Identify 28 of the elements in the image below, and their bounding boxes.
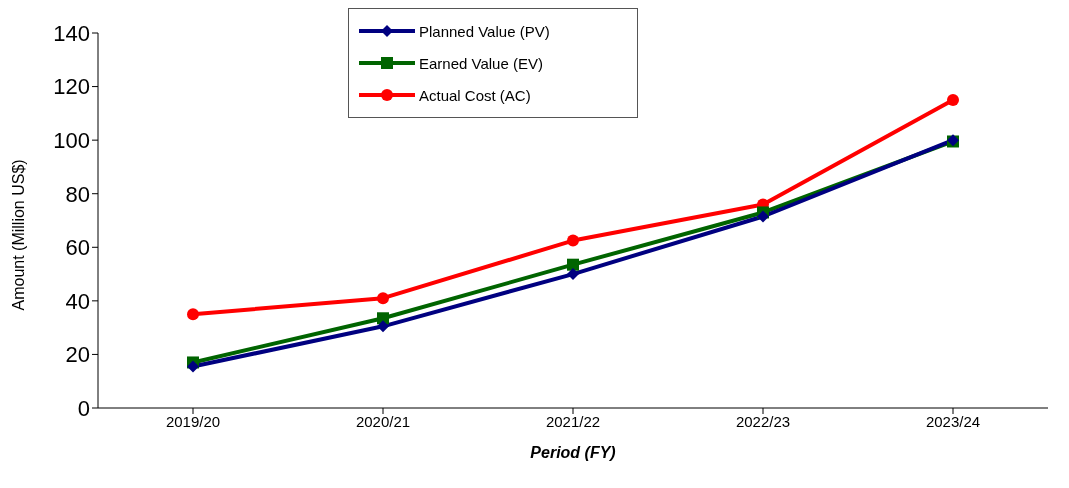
point [947,93,959,106]
x-tick-label: 2021/22 [545,412,601,430]
y-tick-label: 60 [65,235,90,261]
point [567,258,579,271]
legend-label: Planned Value (PV) [419,22,550,40]
legend-label: Actual Cost (AC) [419,86,531,104]
point [757,210,769,223]
y-tick-label: 0 [77,395,90,421]
point [187,360,199,373]
point [187,308,199,321]
y-tick-label: 100 [53,127,90,153]
y-tick-label: 140 [53,20,90,46]
x-tick-label: 2022/23 [735,412,791,430]
x-tick-label: 2019/20 [165,412,221,430]
y-tick-label: 120 [53,74,90,100]
legend-label: Earned Value (EV) [419,54,543,72]
point [567,234,579,247]
point [377,320,389,333]
point [377,312,389,325]
x-tick-label: 2020/21 [355,412,411,430]
y-tick-label: 20 [65,342,90,368]
x-axis-title: Period (FY) [530,444,616,461]
point [377,292,389,305]
y-axis-title: Amount (Million US$) [9,159,27,311]
x-tick-label: 2023/24 [925,412,981,430]
point [567,268,579,281]
y-tick-label: 40 [65,288,90,314]
y-tick-label: 80 [65,181,90,207]
